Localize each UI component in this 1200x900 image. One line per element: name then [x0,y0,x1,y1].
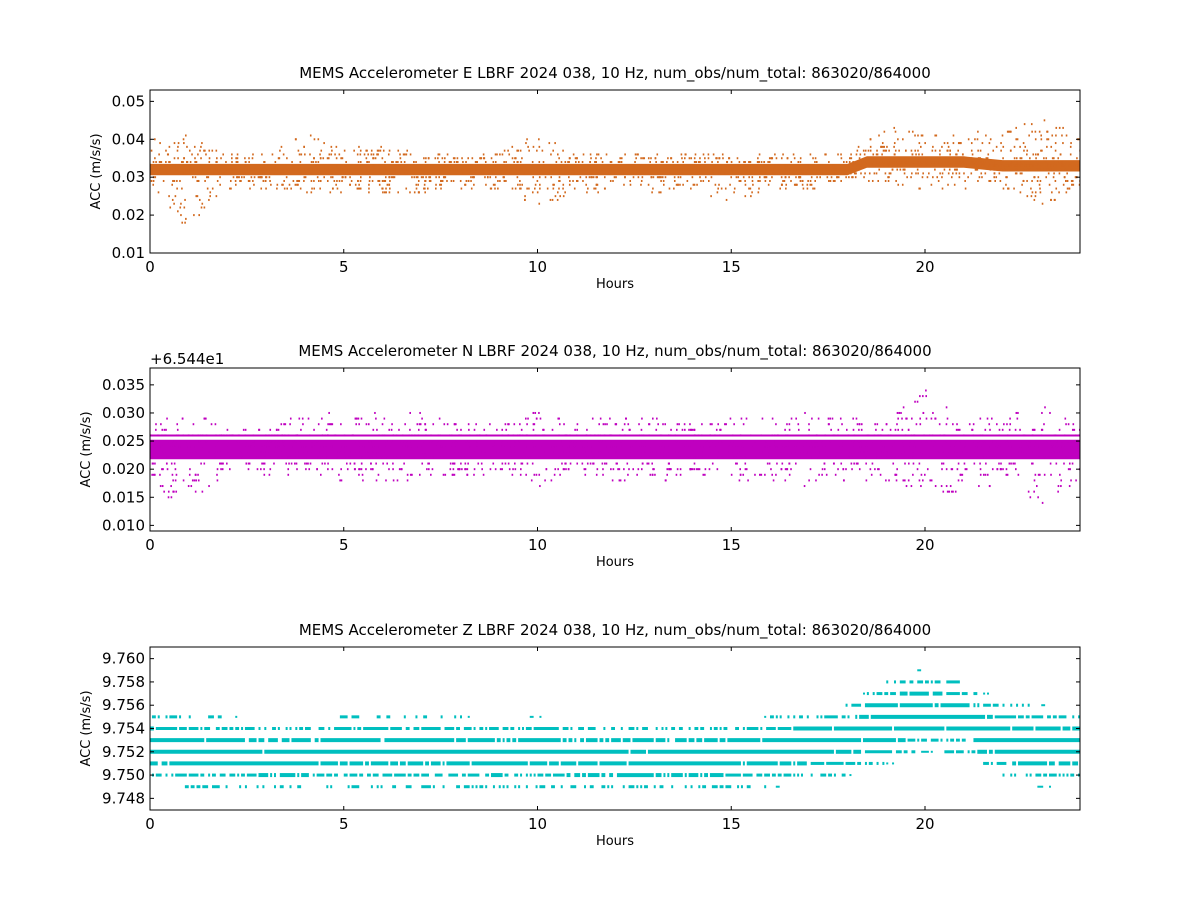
panel-accelerometer-e: MEMS Accelerometer E LBRF 2024 038, 10 H… [89,64,1081,292]
x-tick-label: 5 [339,258,349,276]
axis-offset-label: +6.544e1 [150,350,224,368]
x-tick-label: 10 [528,258,547,276]
plot-frame [149,89,1081,254]
chart-title: MEMS Accelerometer N LBRF 2024 038, 10 H… [298,342,931,361]
y-tick-label: 0.01 [112,244,145,262]
y-tick-label: 0.05 [112,92,145,110]
data-points [150,389,1080,504]
y-axis-label: ACC (m/s/s) [89,133,104,209]
y-tick-label: 0.04 [112,130,145,148]
chart-title: MEMS Accelerometer E LBRF 2024 038, 10 H… [299,64,931,83]
x-tick-label: 15 [722,258,741,276]
y-tick-label: 0.02 [112,206,145,224]
y-tick-label: 0.03 [112,168,145,186]
panel-accelerometer-n: MEMS Accelerometer N LBRF 2024 038, 10 H… [79,342,1081,570]
x-tick-label: 20 [915,258,934,276]
x-tick-label: 0 [145,258,155,276]
x-axis-label: Hours [596,277,634,292]
data-points [150,119,1080,224]
data-band [150,439,1080,460]
